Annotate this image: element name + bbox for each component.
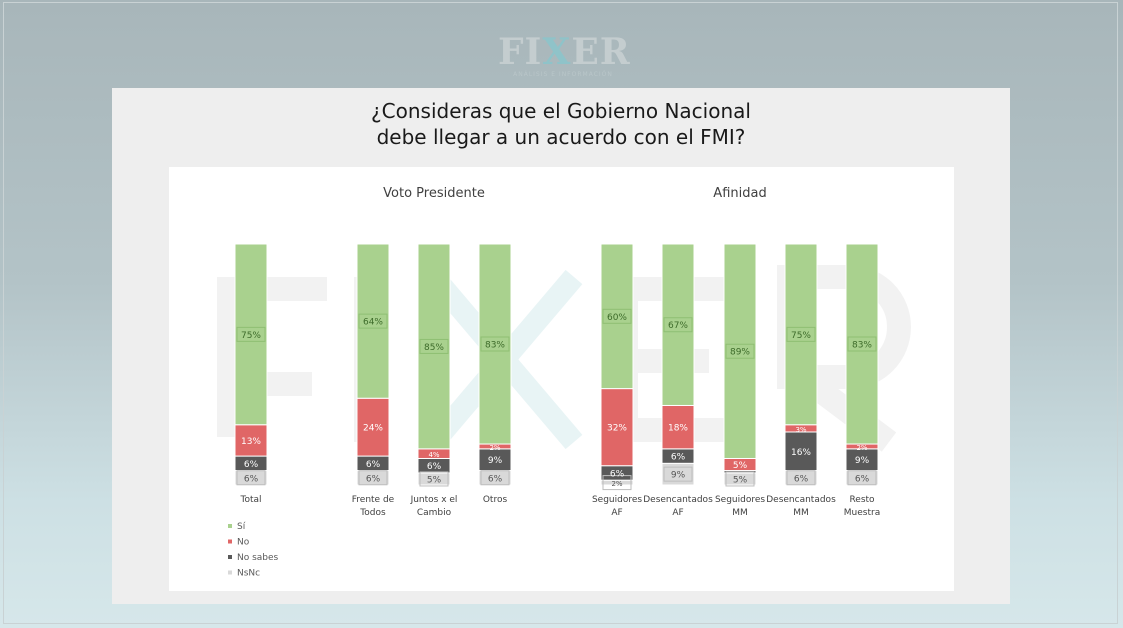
logo-wordmark: FIXER	[498, 31, 631, 73]
data-label-si: 60%	[607, 313, 627, 323]
data-label-box	[358, 313, 388, 329]
bar-segment-si	[417, 243, 451, 450]
data-label-box	[786, 326, 816, 342]
data-label-box	[725, 343, 755, 359]
category-label: Total	[239, 495, 261, 505]
category-label: MM	[732, 508, 748, 518]
category-label: Resto	[849, 495, 875, 505]
data-label-box	[725, 471, 755, 487]
data-label-no_sabes: 9%	[488, 456, 503, 466]
chart-area: Voto Presidente Afinidad 6% 6% 13% 75% Total 6%…	[169, 167, 954, 591]
title-line-1: ¿Consideras que el Gobierno Nacional	[371, 99, 751, 123]
data-label-no_sabes: 6%	[244, 460, 259, 470]
data-label-nsnc: 2%	[611, 480, 622, 488]
logo-subtitle: ANÁLISIS E INFORMACIÓN	[513, 71, 613, 78]
data-label-si: 67%	[668, 321, 688, 331]
category-label: Seguidores	[592, 495, 642, 505]
slide-frame	[3, 2, 1118, 624]
legend-swatch-no_sabes	[228, 555, 232, 559]
data-label-si: 83%	[852, 341, 872, 351]
data-label-nsnc: 6%	[794, 474, 809, 484]
data-label-nsnc: 6%	[488, 474, 503, 484]
category-label: AF	[611, 508, 622, 518]
data-label-box	[236, 470, 266, 486]
watermark-shape	[217, 277, 239, 437]
bar-segment-si	[661, 243, 695, 406]
data-label-box	[236, 326, 266, 342]
data-label-si: 83%	[485, 341, 505, 351]
data-label-box	[602, 475, 632, 491]
data-label-no_sabes: 6%	[610, 469, 625, 479]
data-label-box	[663, 317, 693, 333]
legend-swatch-no	[228, 539, 232, 544]
group-label: Voto Presidente	[383, 186, 485, 201]
legend-label-no_sabes: No sabes	[237, 553, 279, 563]
legend-label-nsnc: NsNc	[237, 569, 260, 579]
data-label-si: 64%	[363, 318, 383, 328]
data-label-si: 85%	[424, 343, 444, 353]
title-line-2: debe llegar a un acuerdo con el FMI?	[376, 125, 746, 149]
fixer-logo: FIXER ANÁLISIS E INFORMACIÓN	[498, 31, 631, 80]
bar-segment-si	[784, 243, 818, 426]
data-label-no: 2%	[856, 444, 867, 452]
category-label: Seguidores	[715, 495, 765, 505]
category-label: Desencantados	[766, 495, 836, 505]
data-label-no: 4%	[428, 451, 439, 459]
group-label: Afinidad	[713, 186, 766, 201]
data-label-no_sabes: 9%	[855, 456, 870, 466]
legend-swatch-si	[228, 524, 232, 528]
data-label-box	[419, 338, 449, 354]
data-label-box	[602, 308, 632, 324]
data-label-si: 89%	[730, 348, 750, 358]
data-label-box	[786, 470, 816, 486]
category-label: AF	[672, 508, 683, 518]
data-label-no_sabes: 6%	[427, 462, 442, 472]
legend-swatch-nsnc	[228, 570, 232, 575]
data-label-nsnc: 6%	[244, 474, 259, 484]
data-label-box	[847, 336, 877, 352]
bar-segment-si	[600, 243, 634, 390]
data-label-box	[847, 470, 877, 486]
data-label-no: 3%	[795, 426, 806, 434]
data-label-no_sabes: 6%	[366, 460, 381, 470]
data-label-box	[419, 471, 449, 487]
data-label-no: 24%	[363, 424, 383, 434]
data-label-no: 5%	[733, 461, 748, 471]
data-label-nsnc: 9%	[671, 471, 686, 481]
stacked-bar-chart: Voto Presidente Afinidad 6% 6% 13% 75% Total 6%…	[217, 186, 911, 579]
data-label-no_sabes: 16%	[791, 448, 811, 458]
bar-segment-si	[478, 243, 512, 445]
data-label-box	[663, 466, 693, 482]
data-label-si: 75%	[791, 331, 811, 341]
data-label-nsnc: 5%	[733, 475, 748, 485]
category-label: Juntos x el	[410, 495, 458, 505]
data-label-si: 75%	[241, 331, 261, 341]
bar-segment-no_sabes	[784, 431, 818, 472]
legend-label-no: No	[237, 538, 250, 548]
bar-segment-si	[356, 243, 390, 399]
data-label-no: 2%	[489, 444, 500, 452]
data-label-box	[480, 470, 510, 486]
legend-label-si: Sí	[237, 522, 246, 532]
data-label-nsnc: 6%	[366, 474, 381, 484]
data-label-box	[358, 470, 388, 486]
bar-segment-si	[845, 243, 879, 445]
slide-title: ¿Consideras que el Gobierno Nacional deb…	[112, 98, 1010, 150]
data-label-nsnc: 6%	[855, 474, 870, 484]
category-label: MM	[793, 508, 809, 518]
category-label: Frente de	[352, 495, 395, 505]
bar-segment-si	[234, 243, 268, 426]
category-label: Desencantados	[643, 495, 713, 505]
data-label-no: 32%	[607, 424, 627, 434]
data-label-no: 18%	[668, 424, 688, 434]
bar-segment-si	[723, 243, 757, 459]
data-label-no_sabes: 6%	[671, 453, 686, 463]
category-label: Otros	[483, 495, 508, 505]
category-label: Todos	[359, 508, 386, 518]
category-label: Cambio	[417, 508, 452, 518]
data-label-box	[480, 336, 510, 352]
category-label: Muestra	[844, 508, 880, 518]
data-label-no: 13%	[241, 437, 261, 447]
data-label-nsnc: 5%	[427, 475, 442, 485]
